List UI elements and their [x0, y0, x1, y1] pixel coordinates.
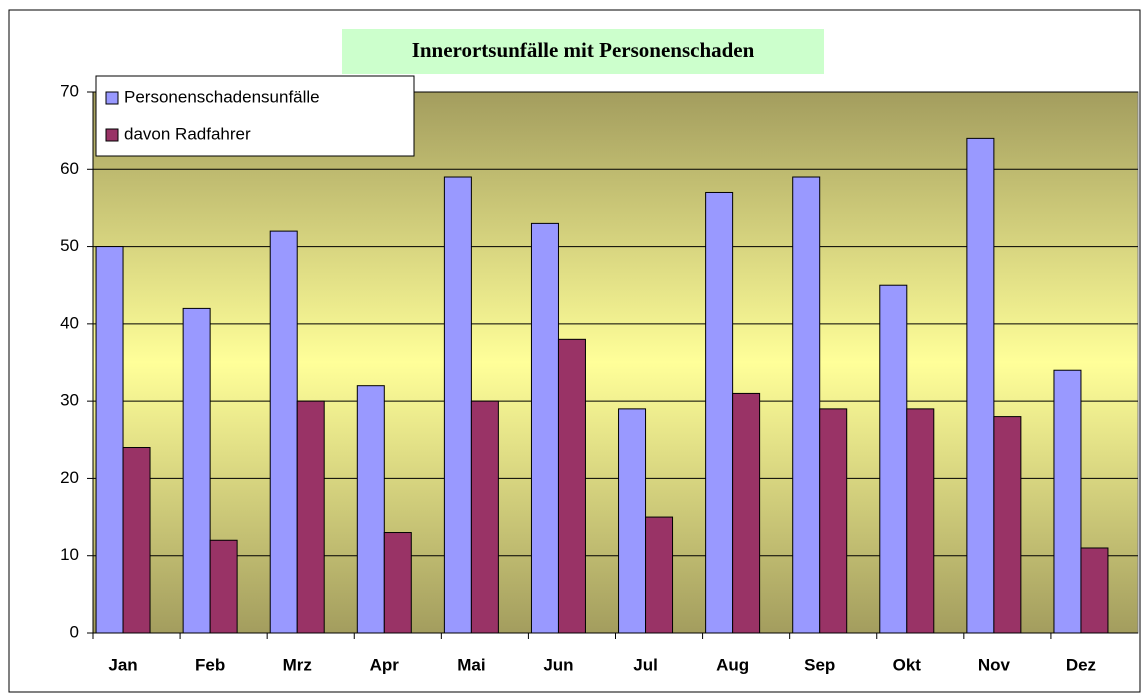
x-tick-label: Sep: [804, 655, 835, 674]
bar: [182, 307, 211, 634]
x-tick-label: Okt: [893, 655, 922, 674]
chart-title: Innerortsunfälle mit Personenschaden: [412, 38, 755, 62]
bar: [819, 408, 848, 634]
plot-area: [92, 91, 1139, 634]
bar: [356, 385, 385, 634]
y-tick-label: 0: [70, 622, 79, 641]
y-tick-label: 20: [60, 468, 79, 487]
bar: [645, 516, 674, 634]
bar: [209, 539, 238, 634]
bar: [269, 230, 298, 634]
bar: [1053, 369, 1082, 634]
bar: [966, 137, 995, 634]
bar: [993, 416, 1022, 634]
bar: [906, 408, 935, 634]
bar: [383, 532, 412, 634]
legend-label: davon Radfahrer: [124, 124, 251, 143]
x-tick-label: Jan: [108, 655, 137, 674]
bar: [732, 392, 761, 634]
x-tick-label: Jun: [543, 655, 573, 674]
x-tick-label: Mrz: [283, 655, 312, 674]
title-box: [342, 29, 824, 74]
bar: [530, 222, 559, 634]
bar: [879, 284, 908, 634]
x-tick-label: Jul: [633, 655, 658, 674]
bar: [122, 447, 151, 634]
legend-swatch: [105, 128, 119, 142]
y-tick-label: 10: [60, 545, 79, 564]
bar: [443, 176, 472, 634]
legend-label: Personenschadensunfälle: [124, 87, 320, 106]
bar: [557, 338, 586, 634]
y-tick-label: 70: [60, 81, 79, 100]
y-tick-label: 40: [60, 313, 79, 332]
y-tick-label: 50: [60, 236, 79, 255]
y-tick-label: 30: [60, 391, 79, 410]
y-tick-label: 60: [60, 159, 79, 178]
legend-box: [95, 75, 415, 157]
bar: [470, 400, 499, 634]
bar: [792, 176, 821, 634]
x-tick-label: Aug: [716, 655, 749, 674]
x-tick-label: Dez: [1066, 655, 1096, 674]
legend-swatch: [105, 91, 119, 105]
bar: [95, 246, 124, 634]
bar: [296, 400, 325, 634]
x-tick-label: Apr: [370, 655, 400, 674]
x-tick-label: Mai: [457, 655, 485, 674]
bar: [705, 191, 734, 634]
x-tick-label: Feb: [195, 655, 225, 674]
bar: [618, 408, 647, 634]
bar: [1080, 547, 1109, 634]
x-tick-label: Nov: [978, 655, 1011, 674]
